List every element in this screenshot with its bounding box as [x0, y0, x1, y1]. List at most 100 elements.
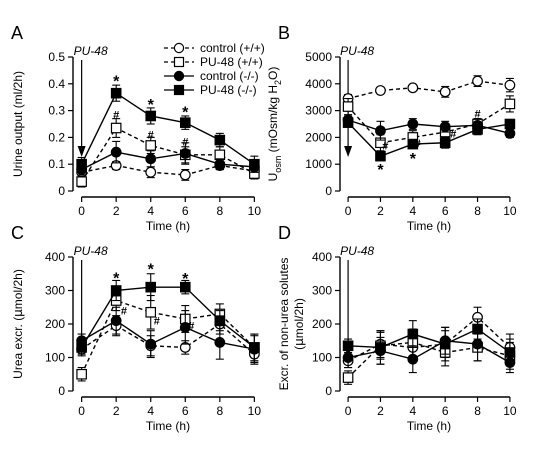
significance-hash: #	[415, 138, 421, 150]
x-tick-label: 6	[442, 404, 449, 418]
series-line	[347, 80, 510, 100]
x-axis-label: Time (h)	[407, 219, 451, 233]
data-point	[179, 117, 191, 128]
significance-hash: #	[188, 321, 194, 333]
series-line	[81, 127, 255, 182]
legend-marker	[173, 84, 185, 96]
series-2	[342, 114, 516, 141]
data-point	[375, 342, 386, 353]
data-point	[145, 110, 157, 122]
data-point	[407, 138, 419, 150]
legend-item: PU-48 (-/-)	[164, 83, 257, 97]
y-tick-label: 400	[312, 250, 332, 264]
series-line	[81, 286, 255, 349]
series-1	[342, 95, 516, 152]
data-point	[439, 137, 451, 149]
data-point	[76, 176, 87, 187]
legend-item: PU-48 (+/+)	[164, 55, 263, 69]
series-line	[347, 340, 511, 364]
y-tick-label: 200	[45, 317, 65, 331]
y-tick-label: 2000	[305, 130, 332, 144]
x-tick-label: 8	[216, 204, 223, 218]
data-point	[504, 79, 516, 91]
data-point	[145, 153, 157, 165]
series-line	[81, 92, 255, 165]
data-point	[214, 149, 226, 161]
y-tick-label: 0	[58, 184, 65, 198]
x-tick-label: 6	[182, 204, 189, 218]
series-0	[76, 313, 260, 365]
pu48-annotation: PU-48	[74, 44, 108, 58]
data-point	[375, 150, 386, 162]
legend-marker	[173, 70, 185, 82]
significance-star: *	[113, 270, 120, 287]
x-tick-label: 4	[409, 204, 416, 218]
data-point	[375, 85, 386, 96]
y-tick-label: 0.3	[48, 104, 65, 118]
x-tick-label: 4	[147, 204, 154, 218]
series-line	[81, 319, 255, 350]
data-point	[472, 124, 483, 135]
y-tick-label: 3000	[305, 104, 332, 118]
data-point	[76, 342, 87, 353]
x-tick-label: 0	[345, 404, 352, 418]
data-point	[179, 169, 191, 181]
y-tick-label: 0	[325, 384, 332, 398]
data-point	[342, 352, 354, 363]
significance-hash: #	[182, 136, 188, 148]
data-point	[76, 158, 87, 170]
data-point	[407, 353, 419, 365]
significance-star: *	[113, 73, 120, 90]
series-3	[76, 84, 260, 173]
series-line	[347, 341, 511, 379]
x-tick-label: 0	[345, 204, 352, 218]
series-line	[347, 122, 511, 157]
panel-a: A 0 0.1 0.2 0.3 0.4 0.5 0 2 4 6 8 10 Time (h) Urine ou…	[11, 23, 265, 233]
significance-star: *	[182, 271, 189, 288]
x-tick-label: 8	[474, 204, 481, 218]
data-point	[439, 338, 451, 350]
data-point	[342, 117, 354, 128]
y-tick-label: 4000	[305, 77, 332, 91]
y-tick-label: 100	[312, 351, 332, 365]
data-point	[145, 140, 157, 151]
pu48-arrow-head	[77, 146, 86, 157]
significance-star: *	[410, 151, 417, 168]
legend-label: control (-/-)	[200, 69, 259, 83]
legend-marker	[173, 56, 185, 68]
significance-hash: #	[154, 316, 160, 328]
data-point	[110, 285, 122, 296]
legend-label: PU-48 (-/-)	[200, 83, 257, 97]
significance-hash: #	[474, 108, 480, 120]
data-point	[342, 340, 354, 352]
significance-hash: #	[113, 110, 119, 122]
x-tick-label: 2	[113, 404, 120, 418]
data-point	[342, 101, 354, 112]
data-point	[214, 337, 226, 348]
data-point	[214, 134, 226, 146]
series-line	[347, 103, 511, 144]
series-line	[81, 323, 255, 355]
data-point	[214, 315, 226, 326]
legend-item: control (-/-)	[164, 69, 259, 83]
significance-hash: #	[382, 140, 388, 152]
x-tick-label: 8	[216, 404, 223, 418]
significance-star: *	[377, 162, 384, 179]
pu48-annotation: PU-48	[74, 244, 108, 258]
y-tick-label: 0.1	[48, 157, 65, 171]
x-tick-label: 10	[248, 404, 262, 418]
data-point	[472, 338, 483, 350]
legend: control (+/+)PU-48 (+/+)control (-/-)PU-…	[164, 41, 265, 97]
data-point	[179, 321, 191, 333]
y-tick-label: 200	[312, 317, 332, 331]
data-point	[249, 342, 260, 353]
x-tick-label: 6	[182, 404, 189, 418]
pu48-annotation: PU-48	[340, 44, 374, 58]
data-point	[504, 98, 516, 110]
y-tick-label: 5000	[305, 50, 332, 64]
pu48-annotation: PU-48	[340, 244, 374, 258]
x-tick-label: 4	[409, 404, 416, 418]
x-tick-label: 0	[78, 404, 85, 418]
data-point	[249, 158, 260, 170]
